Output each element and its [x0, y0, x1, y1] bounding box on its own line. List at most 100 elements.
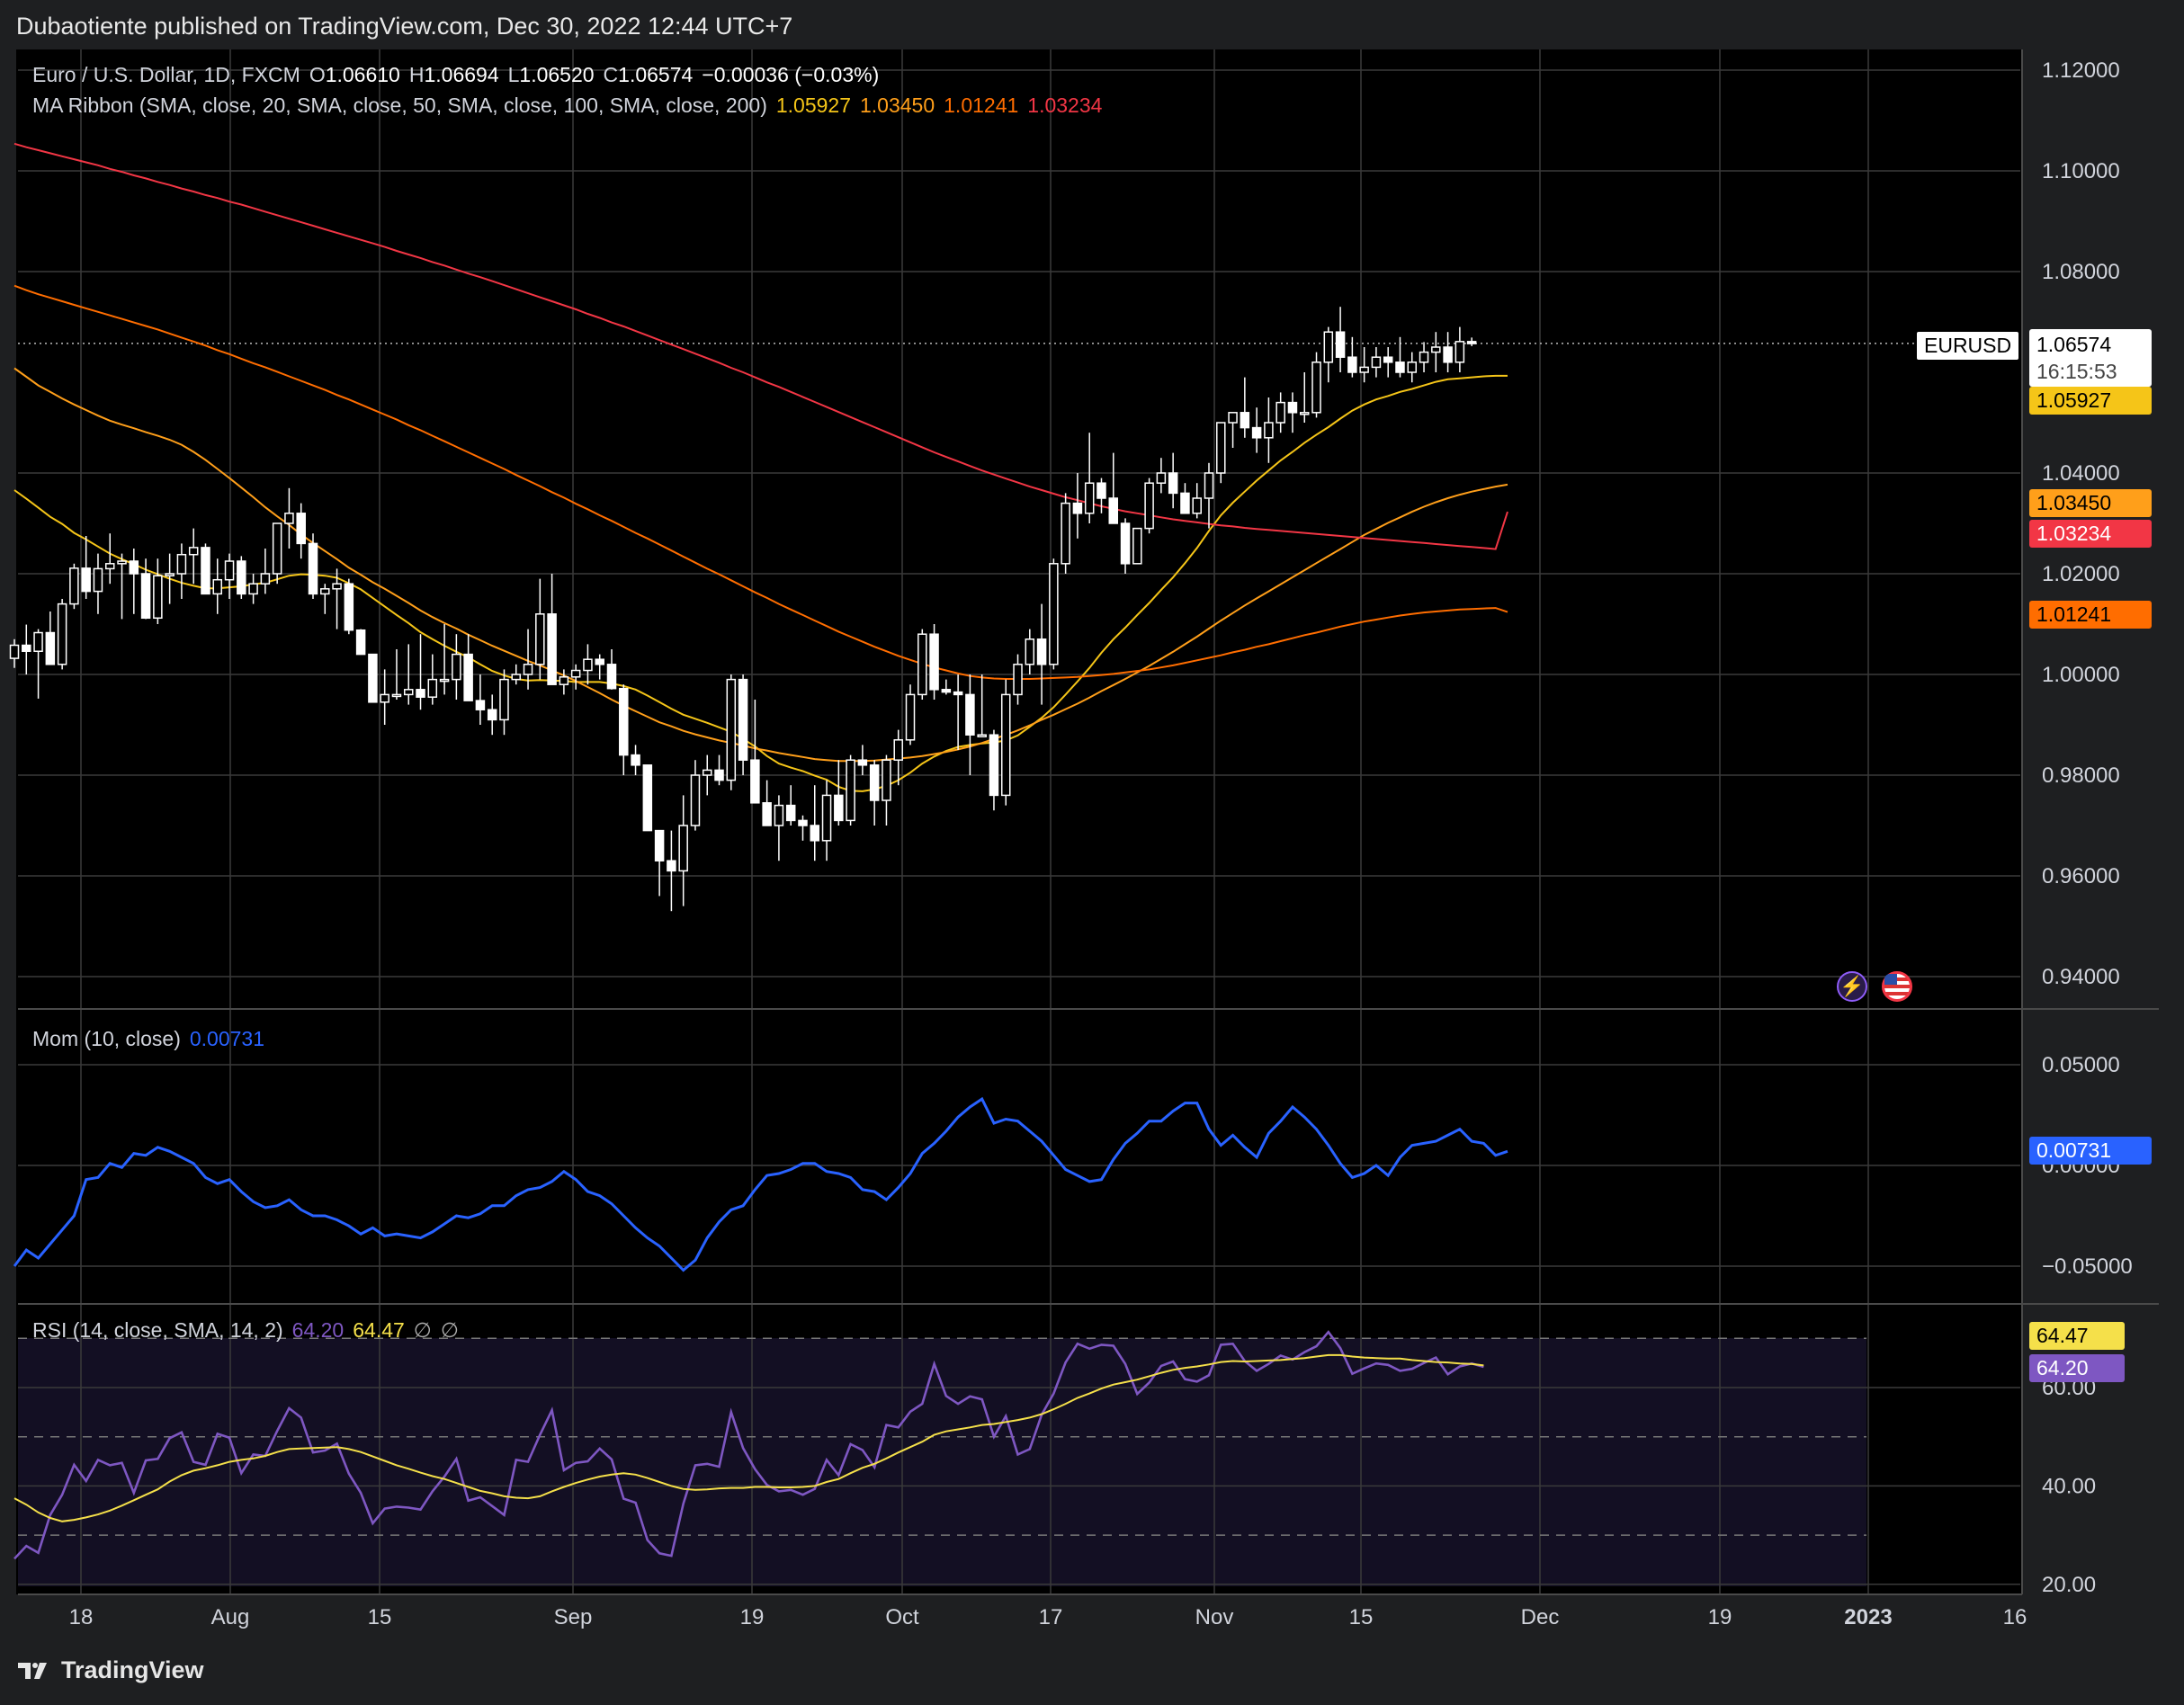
candle-body[interactable]: [1216, 422, 1226, 474]
candle-body[interactable]: [1407, 362, 1418, 373]
candle-body[interactable]: [487, 709, 497, 721]
price-axis[interactable]: 1.12000 1.10000 1.08000 1.04000 1.02000 1.000…: [2042, 58, 2133, 1597]
candle-body[interactable]: [989, 734, 999, 797]
candle-body[interactable]: [320, 588, 330, 595]
candle-body[interactable]: [176, 553, 187, 575]
candle-body[interactable]: [1013, 664, 1023, 696]
candle-body[interactable]: [1096, 482, 1106, 499]
candle-body[interactable]: [1180, 492, 1190, 514]
candle-body[interactable]: [368, 653, 378, 703]
candle-body[interactable]: [416, 689, 425, 698]
candle-body[interactable]: [1395, 362, 1405, 373]
candle-body[interactable]: [941, 689, 952, 693]
candle-body[interactable]: [380, 693, 389, 703]
candle-body[interactable]: [583, 658, 593, 672]
candle-body[interactable]: [846, 759, 855, 822]
candle-body[interactable]: [810, 825, 820, 842]
candle-body[interactable]: [1383, 356, 1393, 363]
candle-body[interactable]: [22, 644, 31, 652]
candle-body[interactable]: [523, 664, 533, 675]
candle-body[interactable]: [1036, 638, 1047, 665]
candle-body[interactable]: [452, 653, 461, 681]
candle-body[interactable]: [212, 578, 223, 595]
candle-body[interactable]: [702, 769, 712, 776]
candle-body[interactable]: [9, 644, 20, 659]
candle-body[interactable]: [882, 759, 891, 801]
candle-body[interactable]: [463, 653, 473, 701]
time-axis[interactable]: 18 Aug 15 Sep 19 Oct 17 Nov 15 Dec 19 2023 16: [69, 1605, 2027, 1629]
candle-body[interactable]: [1371, 356, 1382, 369]
candle-body[interactable]: [81, 567, 91, 593]
candle-body[interactable]: [237, 560, 246, 595]
candle-body[interactable]: [248, 583, 258, 595]
candle-body[interactable]: [1264, 422, 1274, 439]
candle-body[interactable]: [690, 774, 701, 826]
candle-body[interactable]: [1168, 472, 1178, 495]
candle-body[interactable]: [201, 547, 210, 595]
candle-body[interactable]: [762, 802, 772, 826]
candle-body[interactable]: [272, 522, 282, 575]
candle-body[interactable]: [153, 575, 163, 620]
candle-body[interactable]: [570, 669, 581, 678]
candle-body[interactable]: [678, 825, 688, 872]
candle-body[interactable]: [965, 693, 975, 736]
candle-body[interactable]: [403, 689, 414, 696]
candle-body[interactable]: [511, 674, 522, 681]
candle-body[interactable]: [595, 658, 604, 665]
candle-body[interactable]: [1061, 502, 1070, 565]
candle-body[interactable]: [104, 563, 115, 570]
candle-body[interactable]: [117, 560, 127, 565]
candle-body[interactable]: [165, 573, 175, 576]
candle-body[interactable]: [654, 829, 665, 861]
chart-area[interactable]: 1.12000 1.10000 1.08000 1.04000 1.02000 1.000…: [0, 43, 2184, 1644]
candle-body[interactable]: [1335, 331, 1346, 358]
candle-body[interactable]: [667, 860, 676, 872]
candle-body[interactable]: [308, 542, 318, 595]
candle-body[interactable]: [785, 804, 796, 822]
candle-body[interactable]: [1347, 356, 1357, 373]
candle-body[interactable]: [917, 633, 927, 696]
candle-body[interactable]: [427, 678, 438, 698]
momentum-line[interactable]: [13, 1096, 1508, 1272]
candle-body[interactable]: [857, 759, 868, 766]
candle-body[interactable]: [642, 764, 653, 832]
lightning-event-icon[interactable]: ⚡: [1837, 971, 1867, 1002]
candle-body[interactable]: [284, 513, 294, 524]
candle-body[interactable]: [1419, 351, 1429, 363]
candle-body[interactable]: [821, 794, 832, 842]
candle-body[interactable]: [391, 693, 402, 698]
candle-body[interactable]: [1359, 366, 1369, 373]
rsi-line[interactable]: [13, 1330, 1484, 1560]
candle-body[interactable]: [93, 567, 103, 593]
candle-body[interactable]: [188, 547, 199, 556]
candle-body[interactable]: [1108, 497, 1119, 524]
candle-body[interactable]: [57, 603, 67, 665]
candle-body[interactable]: [1240, 412, 1250, 429]
candle-body[interactable]: [1084, 482, 1095, 514]
candle-body[interactable]: [33, 631, 43, 652]
candle-body[interactable]: [355, 629, 366, 656]
candle-body[interactable]: [140, 573, 151, 620]
candle-body[interactable]: [1311, 362, 1321, 414]
candle-body[interactable]: [45, 631, 56, 665]
candle-body[interactable]: [1299, 412, 1310, 415]
candle-body[interactable]: [535, 613, 545, 665]
candle-body[interactable]: [834, 794, 844, 822]
candle-body[interactable]: [1275, 401, 1285, 424]
candle-body[interactable]: [559, 676, 569, 685]
candle-body[interactable]: [1431, 346, 1441, 353]
candle-body[interactable]: [1287, 401, 1298, 414]
candle-body[interactable]: [750, 759, 760, 804]
candle-body[interactable]: [619, 687, 629, 756]
candle-body[interactable]: [1443, 346, 1453, 363]
candle-body[interactable]: [714, 769, 724, 781]
candle-body[interactable]: [499, 678, 509, 721]
momentum-pane[interactable]: [13, 1096, 1508, 1272]
candle-body[interactable]: [1120, 522, 1131, 565]
candle-body[interactable]: [893, 739, 903, 761]
candle-body[interactable]: [929, 633, 939, 691]
candle-body[interactable]: [631, 754, 640, 766]
candle-body[interactable]: [798, 819, 808, 826]
candle-body[interactable]: [1156, 472, 1167, 484]
candle-body[interactable]: [1072, 502, 1083, 514]
